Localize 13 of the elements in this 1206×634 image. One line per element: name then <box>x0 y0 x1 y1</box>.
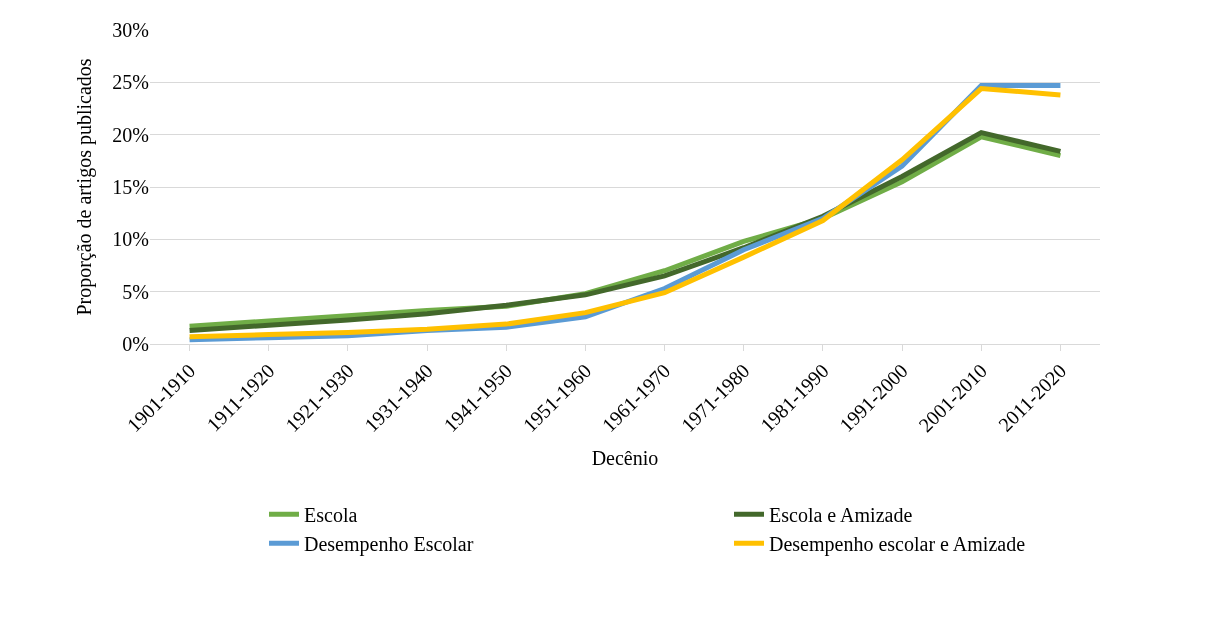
legend-label: Escola <box>304 504 358 527</box>
legend-label: Desempenho Escolar <box>304 533 474 557</box>
y-tick-label: 15% <box>112 176 149 198</box>
legend-label: Escola e Amizade <box>769 504 913 527</box>
y-tick-label: 0% <box>122 333 149 355</box>
legend-label: Desempenho escolar e Amizade <box>769 533 1026 557</box>
y-tick-label: 30% <box>112 19 149 41</box>
y-tick-label: 25% <box>112 71 149 94</box>
y-tick-label: 20% <box>112 123 149 146</box>
y-tick-label: 5% <box>122 280 149 303</box>
x-axis-title: Decênio <box>591 446 659 469</box>
y-tick-label: 10% <box>112 228 149 251</box>
y-axis-title: Proporção de artigos publicados <box>72 58 96 316</box>
